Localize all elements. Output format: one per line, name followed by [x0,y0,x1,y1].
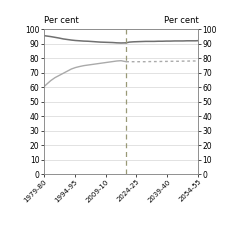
Text: Per cent: Per cent [44,16,78,25]
Text: Per cent: Per cent [164,16,198,25]
